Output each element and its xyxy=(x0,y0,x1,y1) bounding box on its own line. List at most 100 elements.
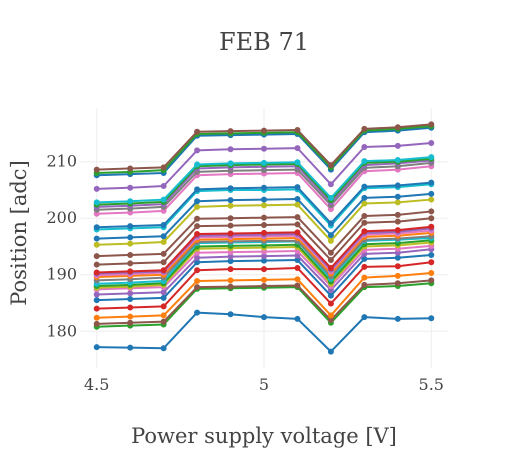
data-point-0-9 xyxy=(394,315,401,322)
data-point-2-0 xyxy=(93,320,100,327)
data-point-2-2 xyxy=(160,318,167,325)
data-point-27-3 xyxy=(194,147,201,154)
data-point-26-10 xyxy=(428,154,435,161)
data-point-16-1 xyxy=(127,260,134,267)
series-5 xyxy=(93,251,435,304)
data-point-3-10 xyxy=(428,270,435,277)
data-point-19-3 xyxy=(194,198,201,205)
data-point-21-0 xyxy=(93,224,100,231)
data-point-17-8 xyxy=(361,212,368,219)
data-point-15-0 xyxy=(93,269,100,276)
data-point-27-0 xyxy=(93,185,100,192)
data-point-3-1 xyxy=(127,313,134,320)
data-point-21-1 xyxy=(127,223,134,230)
data-point-21-3 xyxy=(194,186,201,193)
series-16 xyxy=(93,215,435,268)
data-point-4-2 xyxy=(160,303,167,310)
data-point-16-3 xyxy=(194,223,201,230)
data-point-26-0 xyxy=(93,199,100,206)
y-tick-label-1: 190 xyxy=(46,265,77,284)
data-point-5-9 xyxy=(394,254,401,261)
data-point-27-4 xyxy=(227,146,234,153)
data-point-4-9 xyxy=(394,263,401,270)
data-point-18-2 xyxy=(160,238,167,245)
data-point-0-3 xyxy=(194,309,201,316)
data-point-17-6 xyxy=(294,214,301,221)
series-17 xyxy=(93,208,435,260)
data-point-2-4 xyxy=(227,283,234,290)
data-point-19-1 xyxy=(127,234,134,241)
data-point-26-7 xyxy=(327,194,334,201)
data-point-0-0 xyxy=(93,344,100,351)
data-point-21-7 xyxy=(327,220,334,227)
data-point-4-6 xyxy=(294,264,301,271)
data-point-18-6 xyxy=(294,201,301,208)
series-2 xyxy=(93,277,435,327)
data-point-17-0 xyxy=(93,253,100,260)
data-point-6-4 xyxy=(227,253,234,260)
data-point-3-4 xyxy=(227,277,234,284)
data-point-16-8 xyxy=(361,219,368,226)
data-point-21-2 xyxy=(160,222,167,228)
data-point-30-4 xyxy=(227,128,234,135)
data-point-16-7 xyxy=(327,257,334,264)
data-point-3-3 xyxy=(194,277,201,284)
data-point-5-3 xyxy=(194,259,201,266)
data-point-15-1 xyxy=(127,268,134,275)
data-point-17-10 xyxy=(428,208,435,215)
data-point-5-10 xyxy=(428,251,435,258)
chart-title: FEB 71 xyxy=(219,28,309,56)
data-point-18-5 xyxy=(261,202,267,209)
data-point-4-8 xyxy=(361,263,368,270)
data-point-17-4 xyxy=(227,215,234,222)
data-point-2-6 xyxy=(294,282,301,289)
data-point-2-10 xyxy=(428,277,435,284)
data-point-27-5 xyxy=(261,145,267,152)
data-point-21-5 xyxy=(261,184,267,191)
data-point-26-1 xyxy=(127,198,134,205)
data-point-2-8 xyxy=(361,281,368,288)
data-point-15-8 xyxy=(361,228,368,235)
data-point-26-9 xyxy=(394,157,401,163)
data-point-6-5 xyxy=(261,253,267,260)
series-3 xyxy=(93,270,435,321)
data-point-30-10 xyxy=(428,121,435,128)
data-point-3-0 xyxy=(93,314,100,321)
data-point-4-0 xyxy=(93,305,100,312)
data-point-2-7 xyxy=(327,316,334,323)
data-point-21-4 xyxy=(227,185,234,192)
series-layer xyxy=(93,121,435,355)
data-point-18-4 xyxy=(227,202,234,209)
tick-labels: 4.5 5 5.5 180 190 200 210 xyxy=(46,152,444,394)
data-point-26-8 xyxy=(361,158,368,165)
data-point-18-7 xyxy=(327,237,334,244)
data-point-6-3 xyxy=(194,254,201,261)
data-point-5-1 xyxy=(127,296,134,303)
data-point-19-4 xyxy=(227,197,234,204)
data-point-6-0 xyxy=(93,291,100,298)
data-point-6-2 xyxy=(160,289,167,296)
data-point-5-4 xyxy=(227,258,234,265)
data-point-19-6 xyxy=(294,196,301,202)
data-point-30-1 xyxy=(127,165,134,172)
data-point-15-3 xyxy=(194,231,201,238)
data-point-2-3 xyxy=(194,284,201,291)
data-point-3-6 xyxy=(294,276,301,283)
data-point-6-6 xyxy=(294,252,301,259)
data-point-30-0 xyxy=(93,166,100,173)
data-point-18-0 xyxy=(93,241,100,248)
data-point-17-2 xyxy=(160,250,167,257)
data-point-6-1 xyxy=(127,290,134,297)
series-18 xyxy=(93,196,435,248)
data-point-5-8 xyxy=(361,255,368,262)
data-point-18-8 xyxy=(361,200,368,207)
data-point-16-4 xyxy=(227,222,234,229)
data-point-5-7 xyxy=(327,292,334,299)
data-point-5-0 xyxy=(93,297,100,304)
data-point-16-10 xyxy=(428,215,435,222)
data-point-15-2 xyxy=(160,267,167,274)
data-point-5-5 xyxy=(261,257,267,264)
data-point-3-5 xyxy=(261,276,267,283)
